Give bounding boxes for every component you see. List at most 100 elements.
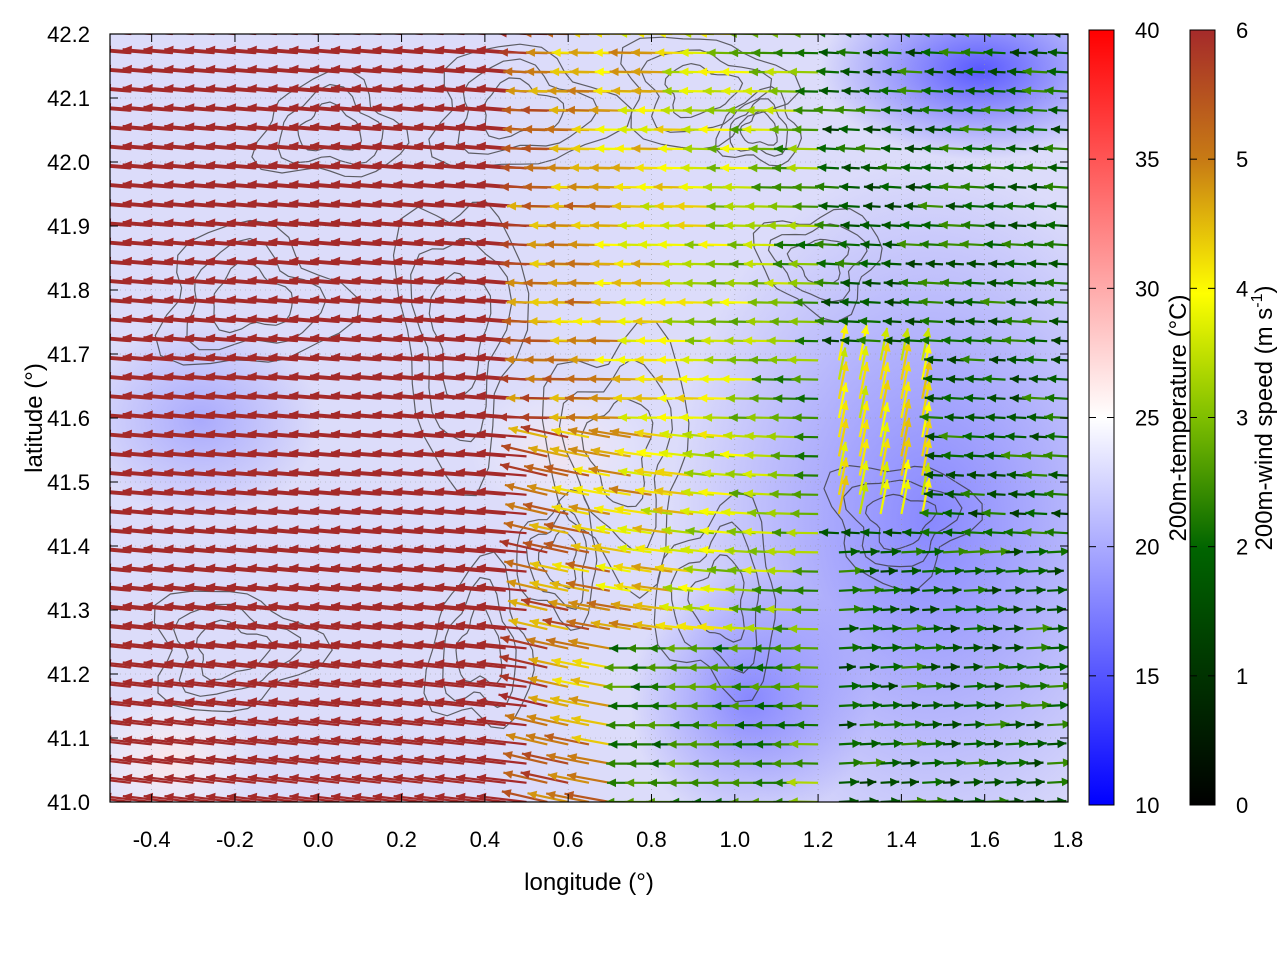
wind-vector-head-737 xyxy=(747,508,757,518)
wind-vector-head-1588 xyxy=(860,163,870,173)
wind-vector-head-1193 xyxy=(435,314,445,324)
wind-vector-head-1033 xyxy=(1045,393,1055,403)
wind-vector-head-928 xyxy=(840,400,849,411)
wind-vector-head-1105 xyxy=(568,355,578,365)
wind-vector-head-624 xyxy=(330,544,341,554)
wind-vector-head-1309 xyxy=(918,278,928,287)
wind-vector-head-876 xyxy=(704,450,715,459)
wind-vector-head-1244 xyxy=(529,297,539,307)
wind-vector-head-1002 xyxy=(372,391,382,400)
wind-vector-head-1485 xyxy=(654,201,664,211)
wind-vector-head-870 xyxy=(568,446,578,455)
wind-vector-head-993 xyxy=(185,391,195,400)
wind-vector-head-1320 xyxy=(143,256,153,266)
wind-vector-head-281 xyxy=(1079,701,1088,710)
y-tick-label-8: 41.8 xyxy=(47,278,90,303)
wind-vector-head-590 xyxy=(613,562,624,572)
wind-vector-head-609 xyxy=(1054,566,1064,576)
wind-vector-head-1349 xyxy=(772,259,782,269)
wind-vector-head-161 xyxy=(476,735,487,745)
wind-vector-head-43 xyxy=(1014,797,1024,802)
wind-vector-head-1728 xyxy=(834,105,844,115)
wind-vector-head-644 xyxy=(765,547,775,556)
wind-vector-head-1554 xyxy=(122,160,132,170)
wind-vector-head-1023 xyxy=(861,362,870,372)
wind-vector-head-1319 xyxy=(122,256,132,266)
wind-vector-head-219 xyxy=(735,720,744,730)
wind-vector-head-1781 xyxy=(965,86,975,96)
wind-vector-head-517 xyxy=(60,583,69,592)
wind-vector-head-1851 xyxy=(435,45,445,55)
wind-vector-1458 xyxy=(110,204,131,208)
wind-vector-head-1243 xyxy=(506,297,516,307)
wind-vector-head-465 xyxy=(992,624,1003,634)
wind-vector-head-1869 xyxy=(836,48,846,57)
wind-vector-head-730 xyxy=(594,505,604,514)
wind-vector-head-52 xyxy=(164,773,174,783)
wind-vector-head-1285 xyxy=(393,276,403,285)
wind-vector-head-1005 xyxy=(435,391,445,400)
wind-vector-head-807 xyxy=(226,468,237,477)
wind-vector-head-1455 xyxy=(1027,221,1037,230)
wind-vector-head-714 xyxy=(247,506,257,515)
wind-vector-head-347 xyxy=(435,659,445,668)
wind-vector-head-1454 xyxy=(1008,221,1018,230)
wind-vector-head-368 xyxy=(931,662,941,672)
wind-vector-head-276 xyxy=(976,700,986,710)
wind-vector-head-1491 xyxy=(792,202,802,211)
wind-vector-head-980 xyxy=(919,412,929,422)
wind-vector-head-1745 xyxy=(185,84,195,93)
wind-vector-head-846 xyxy=(60,449,69,458)
wind-vector-head-1042 xyxy=(226,372,237,381)
wind-vector-283 xyxy=(110,683,131,688)
wind-vector-head-1778 xyxy=(897,86,907,95)
wind-vector-head-813 xyxy=(351,468,361,477)
wind-vector-head-1106 xyxy=(594,355,604,365)
wind-vector-head-1012 xyxy=(588,393,598,403)
wind-vector-head-1332 xyxy=(393,256,403,266)
wind-vector-head-234 xyxy=(1078,720,1087,729)
wind-vector-head-1377 xyxy=(351,237,361,247)
wind-vector-head-1194 xyxy=(455,314,466,324)
wind-vector-head-804 xyxy=(164,468,174,477)
wind-vector-head-723 xyxy=(435,506,445,515)
wind-vector-head-1742 xyxy=(122,84,132,93)
wind-vector-head-182 xyxy=(976,739,986,748)
wind-vector-head-987 xyxy=(60,391,69,400)
wind-vector-head-455 xyxy=(745,623,755,633)
wind-vector-head-223 xyxy=(847,720,857,730)
wind-vector-head-1837 xyxy=(143,45,153,55)
wind-vector-head-275 xyxy=(954,701,964,710)
wind-vector-head-792 xyxy=(923,489,933,499)
wind-vector-head-1698 xyxy=(185,103,195,112)
wind-vector-head-1917 xyxy=(864,34,872,38)
wind-vector-head-454 xyxy=(723,623,733,632)
wind-vector-head-107 xyxy=(331,754,341,764)
wind-vector-head-1878 xyxy=(1028,48,1038,57)
wind-vector-head-1103 xyxy=(524,355,534,365)
wind-vector-head-354 xyxy=(604,663,614,672)
wind-vector-head-1732 xyxy=(919,105,930,115)
x-tick-label-1: -0.2 xyxy=(216,827,254,852)
wind-vector-head-1772 xyxy=(768,86,778,96)
wind-vector-head-1906 xyxy=(619,34,628,38)
wind-vector-head-1424 xyxy=(351,218,361,228)
wind-vector-head-360 xyxy=(733,663,743,672)
wind-vector-head-626 xyxy=(372,544,382,554)
wind-vector-head-1784 xyxy=(1022,86,1032,95)
wind-vector-head-290 xyxy=(226,678,237,687)
wind-vector-head-406 xyxy=(712,644,722,653)
wind-vector-head-1646 xyxy=(81,122,90,131)
wind-vector-head-504 xyxy=(792,605,802,615)
wind-vector-head-1206 xyxy=(728,317,738,326)
wind-vector-head-1765 xyxy=(611,86,621,96)
wind-vector-head-126 xyxy=(753,759,762,768)
wind-vector-head-581 xyxy=(414,563,424,573)
wind-vector-head-1783 xyxy=(1006,86,1016,96)
wind-vector-head-1021 xyxy=(795,394,805,403)
wind-vector-head-1260 xyxy=(884,298,894,307)
wind-vector-head-1536 xyxy=(751,182,761,192)
wind-vector-head-1165 xyxy=(856,336,866,345)
wind-vector-head-305 xyxy=(552,676,562,686)
wind-vector-head-1481 xyxy=(564,201,574,211)
